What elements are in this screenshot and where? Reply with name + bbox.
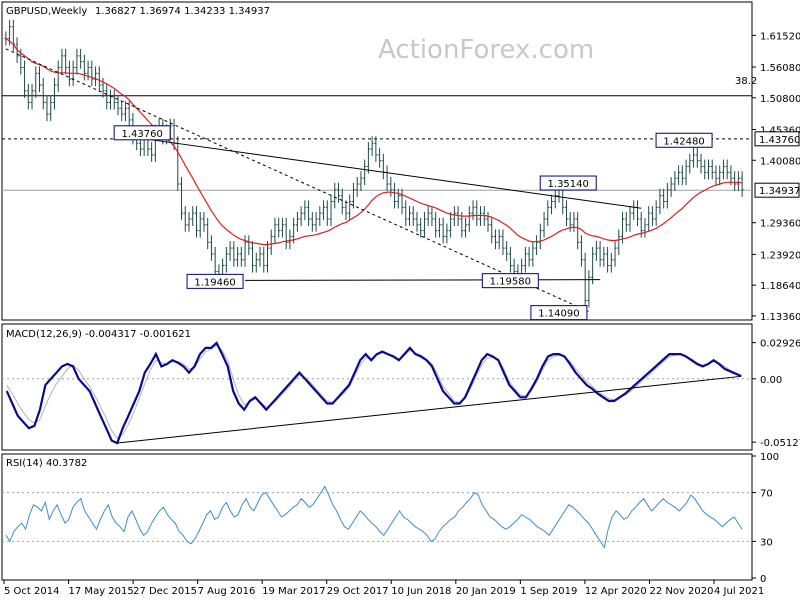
price-callout-box [530,305,588,321]
rsi-panel: RSI(14) 40.3782 100 70 30 0 [1,452,779,585]
price-tick-label: 1.45360 [760,125,800,136]
x-tick-label: 4 Jul 2021 [714,586,764,597]
macd-trendline [117,375,742,444]
price-tick-label: 1.13360 [760,312,800,323]
x-tick-label: 27 Dec 2015 [133,586,197,597]
price-tag-box [754,131,800,147]
trendline-support [245,279,601,281]
x-tick-label: 5 Oct 2014 [4,586,59,597]
price-tag-box [754,182,800,198]
macd-tick-label: 0.00 [760,375,782,386]
price-tags: 1.43760 1.34937 [754,131,800,198]
trendline-dashed-down [5,48,590,313]
macd-main-line [5,341,742,445]
x-tick-label: 12 Apr 2020 [585,586,647,597]
price-tick-label: 1.18640 [760,281,800,292]
price-tick-label: 1.23920 [760,250,800,261]
macd-axis: 0.029261 0.00 -0.051279 [2,339,800,449]
price-tick-label: 1.56080 [760,63,800,74]
trendline-resistance [144,138,642,209]
rsi-tick-label: 30 [760,537,773,548]
price-callout-label: 1.35140 [548,179,589,190]
price-callout-label: 1.19460 [194,277,235,288]
x-tick-label: 7 Aug 2016 [198,586,256,597]
price-callout-label: 1.42480 [663,136,704,147]
price-callout-label: 1.19580 [490,277,531,288]
x-tick-label: 17 May 2015 [69,586,134,597]
price-callout-label: 1.14090 [538,309,579,320]
rsi-panel-title: RSI(14) 40.3782 [6,458,87,469]
rsi-axis: 100 70 30 0 [2,452,779,585]
price-callout-box [481,273,539,289]
price-callout-box [655,132,713,148]
price-reference-lines [2,95,752,191]
x-tick-label: 10 Jun 2018 [391,586,451,597]
price-callout-box [539,175,597,191]
fib-label: 38.2 [735,76,757,87]
rsi-tick-label: 0 [760,574,766,585]
x-tick-label: 19 Mar 2017 [262,586,325,597]
price-panel-symbol: GBPUSD,Weekly [6,6,87,17]
price-tick-label: 1.61520 [760,31,800,42]
price-tag-label: 1.43760 [759,135,800,146]
macd-panel-frame [1,323,753,451]
x-axis: 5 Oct 2014 17 May 2015 27 Dec 2015 7 Aug 20… [3,580,764,597]
price-panel-frame [1,1,753,321]
rsi-tick-label: 100 [760,452,779,463]
price-tick-label: 1.50800 [760,94,800,105]
rsi-panel-frame [1,453,753,581]
price-tick-label: 1.29360 [760,219,800,230]
price-tag-label: 1.34937 [759,186,800,197]
macd-panel: MACD(12,26,9) -0.004317 -0.001621 0.0292… [1,323,800,451]
price-callout-box [113,125,171,141]
macd-tick-label: 0.029261 [760,339,800,350]
rsi-line [5,485,743,549]
rsi-tick-label: 70 [760,489,773,500]
price-callouts: 1.43760 1.19460 1.35140 1.19580 1.14090 1.424… [113,125,713,321]
moving-average-line [5,37,743,246]
price-panel: ActionForex.com GBPUSD,Weekly 1.36827 1.… [1,1,800,323]
x-tick-label: 1 Sep 2019 [520,586,577,597]
x-tick-label: 29 Oct 2017 [327,586,389,597]
trendlines [5,48,642,313]
x-tick-label: 22 Nov 2020 [649,586,713,597]
price-tick-label: 1.40080 [760,156,800,167]
price-callout-box [186,273,244,289]
macd-panel-title: MACD(12,26,9) -0.004317 -0.001621 [6,329,191,340]
macd-tick-label: -0.051279 [760,438,800,449]
price-panel-ohlc: 1.36827 1.36974 1.34233 1.34937 [95,6,270,17]
x-tick-label: 20 Jan 2019 [456,586,516,597]
price-axis: 1.61520 1.56080 1.50800 1.45360 1.40080 1.293… [752,31,800,323]
price-callout-label: 1.43760 [121,129,162,140]
watermark: ActionForex.com [378,35,594,65]
